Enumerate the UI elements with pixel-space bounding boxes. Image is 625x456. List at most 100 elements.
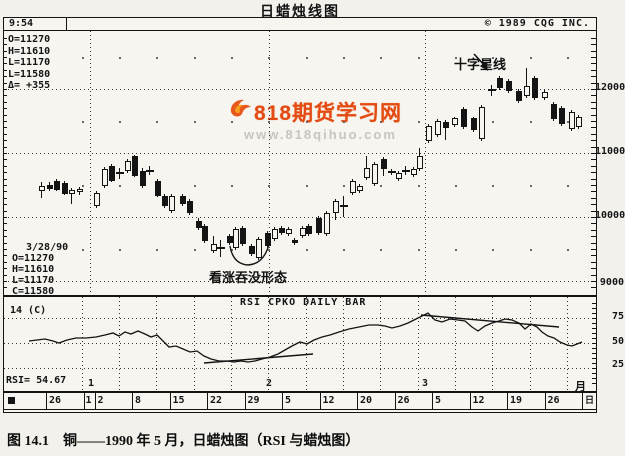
grid-dot — [306, 121, 308, 123]
price-tick — [591, 159, 596, 161]
date-cell: 26 — [47, 393, 85, 409]
date-axis-stub — [4, 393, 47, 409]
rsi-tick — [592, 333, 596, 334]
grid-dot — [380, 121, 382, 123]
candle-body — [411, 169, 417, 175]
candle-body — [109, 165, 115, 182]
week-gridline — [268, 297, 269, 391]
grid-dot — [492, 57, 494, 59]
candle-body — [516, 90, 522, 102]
grid-dot — [194, 121, 196, 123]
candle-body — [102, 169, 108, 187]
quote-high: H=11610 — [12, 264, 55, 275]
price-tick — [591, 89, 596, 90]
candle-body — [292, 240, 298, 244]
price-tick — [591, 172, 596, 174]
grid-dot — [156, 121, 158, 123]
candle-body — [524, 85, 530, 97]
rsi-axis-label: 25 — [611, 359, 624, 370]
grid-dot — [156, 249, 158, 251]
date-cell: 29 — [246, 393, 283, 409]
grid-dot — [343, 121, 345, 123]
candle-body — [227, 236, 233, 244]
doji-candle — [488, 89, 496, 92]
annotation-bullish-engulfing: 看涨吞没形态 — [209, 270, 288, 285]
grid-dot — [194, 185, 196, 187]
price-tick — [4, 249, 7, 250]
price-tick — [4, 191, 7, 193]
rsi-tick — [592, 368, 596, 369]
candle-body — [300, 227, 306, 237]
price-gridline — [4, 153, 596, 154]
month-gridline — [269, 31, 270, 295]
month-label-1: 1 — [88, 378, 95, 389]
candle-body — [233, 229, 239, 248]
figure-caption-text: 铜——1990 年 5 月，日蜡烛图（RSI 与蜡烛图） — [63, 434, 360, 449]
date-cell: 12 — [321, 393, 358, 409]
month-label-2: 2 — [266, 378, 273, 389]
doji-candle — [146, 169, 154, 172]
candle-body — [532, 78, 538, 98]
price-tick — [591, 69, 596, 71]
price-tick — [4, 229, 7, 231]
price-tick — [4, 255, 7, 257]
grid-dot — [492, 185, 494, 187]
price-tick — [4, 95, 7, 97]
rsi-tick — [592, 373, 596, 374]
date-cell: 15 — [171, 393, 208, 409]
grid-dot — [119, 185, 121, 187]
rsi-trendline — [420, 314, 560, 328]
date-cell: 22 — [208, 393, 246, 409]
rsi-tick — [592, 328, 596, 329]
price-tick — [4, 69, 7, 71]
grid-dot — [268, 57, 270, 59]
price-tick — [4, 121, 7, 122]
price-tick — [591, 191, 596, 193]
grid-dot — [268, 121, 270, 123]
price-tick — [591, 268, 596, 270]
candle-body — [316, 218, 322, 233]
grid-dot — [231, 249, 233, 251]
price-tick — [4, 57, 7, 58]
grid-dot — [567, 185, 569, 187]
price-tick — [4, 127, 7, 129]
price-tick — [591, 236, 596, 238]
grid-dot — [306, 185, 308, 187]
grid-dot — [567, 57, 569, 59]
price-tick — [591, 178, 596, 180]
price-tick — [4, 82, 7, 84]
candle-body — [132, 156, 138, 177]
grid-dot — [530, 185, 532, 187]
rsi-gridline — [4, 318, 596, 319]
month-gridline — [425, 31, 426, 295]
quote-info-dated: 3/28/90 O=11270 H=11610 L=11170 C=11580 — [12, 242, 68, 297]
candle-body — [497, 78, 503, 88]
price-tick — [4, 165, 7, 167]
grid-dot — [492, 249, 494, 251]
week-gridline — [306, 297, 307, 391]
rsi-tick — [592, 313, 596, 314]
date-cell: 1 — [85, 393, 96, 409]
candle-body — [381, 158, 387, 169]
price-tick — [591, 229, 596, 231]
candle-body — [256, 238, 262, 258]
quote-last: L=11580 — [8, 68, 51, 80]
rsi-tick — [592, 323, 596, 324]
date-axis-row: 26 1 2 8 15 22 29 5 12 20 26 5 12 19 26 日 — [4, 391, 596, 410]
rsi-panel-title: RSI CPKO DAILY BAR — [240, 297, 367, 308]
grid-dot — [306, 249, 308, 251]
grid-dot — [82, 185, 84, 187]
copyright-notice: © 1989 CQG INC. — [484, 18, 590, 29]
rsi-tick — [592, 383, 596, 384]
candle-body — [140, 170, 146, 187]
grid-dot — [418, 249, 420, 251]
grid-dot — [231, 185, 233, 187]
candle-body — [479, 106, 485, 139]
time-display: 9:54 — [4, 18, 67, 30]
grid-dot — [119, 121, 121, 123]
candle-body — [452, 118, 458, 126]
price-tick — [591, 57, 596, 58]
rsi-trendline — [203, 353, 314, 364]
price-gridline — [4, 217, 596, 218]
grid-dot — [418, 57, 420, 59]
